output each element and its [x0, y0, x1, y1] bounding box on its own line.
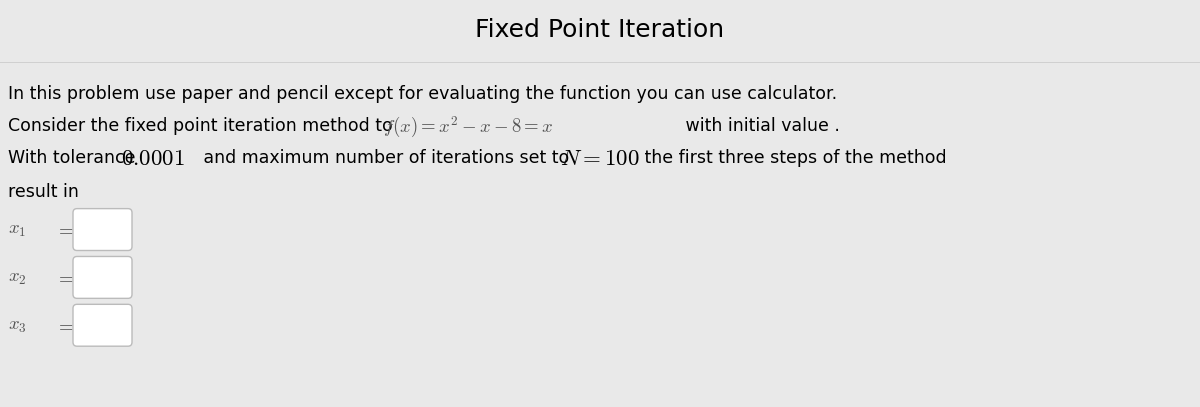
Text: $x_3$: $x_3$: [8, 316, 26, 335]
FancyBboxPatch shape: [73, 256, 132, 298]
FancyBboxPatch shape: [73, 209, 132, 250]
Text: Consider the fixed point iteration method to: Consider the fixed point iteration metho…: [8, 117, 398, 135]
Text: $x_2$: $x_2$: [8, 268, 26, 287]
Text: $0.0001$: $0.0001$: [121, 147, 185, 170]
Text: $=$: $=$: [55, 220, 74, 239]
Text: In this problem use paper and pencil except for evaluating the function you can : In this problem use paper and pencil exc…: [8, 85, 838, 103]
Text: and maximum number of iterations set to: and maximum number of iterations set to: [198, 149, 575, 167]
Text: with initial value .: with initial value .: [680, 117, 840, 135]
Text: Fixed Point Iteration: Fixed Point Iteration: [475, 18, 725, 42]
FancyBboxPatch shape: [73, 304, 132, 346]
Text: $x_1$: $x_1$: [8, 220, 26, 239]
Text: $=$: $=$: [55, 316, 74, 335]
Text: With tolerance: With tolerance: [8, 149, 142, 167]
Text: $=$: $=$: [55, 268, 74, 287]
Text: $N = 100$: $N = 100$: [560, 147, 640, 170]
Text: result in: result in: [8, 183, 79, 201]
Text: the first three steps of the method: the first three steps of the method: [640, 149, 947, 167]
Text: $f(x) = x^2 - x - 8 = x$: $f(x) = x^2 - x - 8 = x$: [383, 115, 553, 140]
